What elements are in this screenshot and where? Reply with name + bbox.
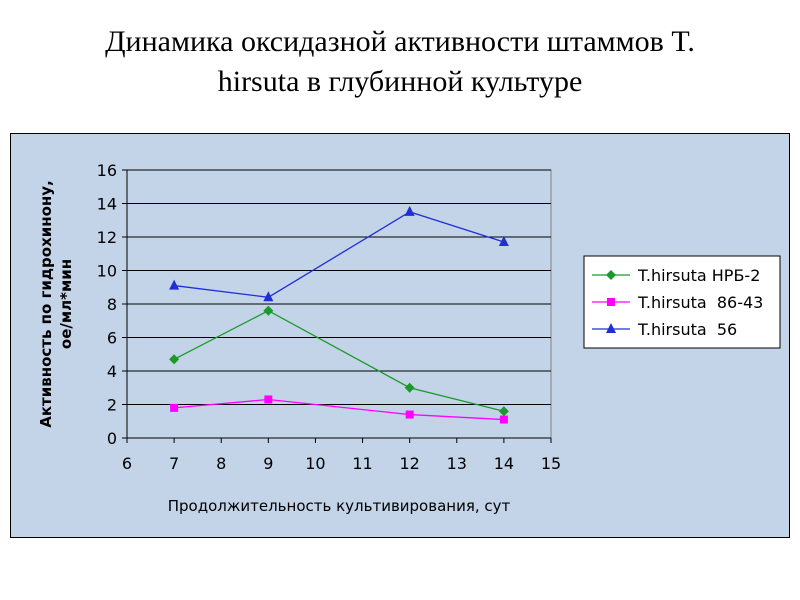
data-point-series-3 — [169, 279, 180, 290]
y-tick-label: 4 — [107, 362, 117, 381]
y-tick-label: 14 — [97, 195, 117, 214]
x-tick-label: 15 — [541, 454, 561, 473]
y-tick-label: 10 — [97, 262, 117, 281]
data-point-series-3 — [498, 236, 509, 247]
legend-label-3: T.hirsuta 56 — [637, 320, 737, 339]
data-point-series-2 — [170, 403, 179, 412]
y-tick-label: 16 — [97, 161, 117, 180]
data-point-series-1 — [404, 382, 415, 393]
legend-marker-2 — [607, 298, 615, 306]
chart-panel: 0 2 4 6 8 10 12 14 16 6 7 8 9 10 11 12 13 14 15 Продолжител… — [10, 133, 790, 538]
data-point-series-2 — [499, 415, 508, 424]
y-tick-label: 2 — [107, 396, 117, 415]
series-line-3 — [174, 211, 505, 298]
data-point-series-3 — [263, 291, 274, 302]
x-tick-label: 10 — [305, 454, 325, 473]
y-tick-label: 12 — [97, 228, 117, 247]
data-point-series-1 — [169, 354, 180, 365]
data-point-series-2 — [264, 395, 273, 404]
legend-label-1: T.hirsuta НРБ-2 — [637, 266, 760, 285]
data-point-series-1 — [498, 406, 509, 417]
data-point-series-2 — [405, 410, 414, 419]
x-axis-title: Продолжительность культивирования, сут — [168, 497, 511, 515]
y-tick-label: 8 — [107, 295, 117, 314]
x-tick-label: 8 — [216, 454, 226, 473]
slide-title: Динамика оксидазной активности штаммов T… — [0, 22, 800, 102]
y-axis-title-line-2: ое/мл*мин — [57, 259, 75, 349]
y-axis-title-line-1: Активность по гидрохинону, — [37, 180, 55, 428]
slide-title-line-1: Динамика оксидазной активности штаммов T… — [105, 25, 695, 58]
y-tick-label: 6 — [107, 329, 117, 348]
legend-label-2: T.hirsuta 86-43 — [637, 293, 763, 312]
legend-marker-1 — [606, 270, 616, 280]
series-line-2 — [174, 398, 504, 421]
y-tick-label: 0 — [107, 429, 117, 448]
chart-svg: 0 2 4 6 8 10 12 14 16 6 7 8 9 10 11 12 13 14 15 Продолжител… — [10, 133, 790, 538]
x-tick-label: 12 — [399, 454, 419, 473]
series-line-1 — [173, 309, 505, 412]
x-tick-label: 6 — [122, 454, 132, 473]
data-point-series-3 — [404, 205, 415, 216]
data-point-series-1 — [263, 305, 274, 316]
x-tick-label: 9 — [263, 454, 273, 473]
legend-marker-3 — [606, 323, 616, 333]
x-tick-label: 7 — [169, 454, 179, 473]
x-tick-label: 13 — [447, 454, 467, 473]
x-tick-label: 11 — [352, 454, 372, 473]
slide-title-line-2: hirsuta в глубинной культуре — [217, 65, 583, 98]
x-tick-label: 14 — [494, 454, 514, 473]
